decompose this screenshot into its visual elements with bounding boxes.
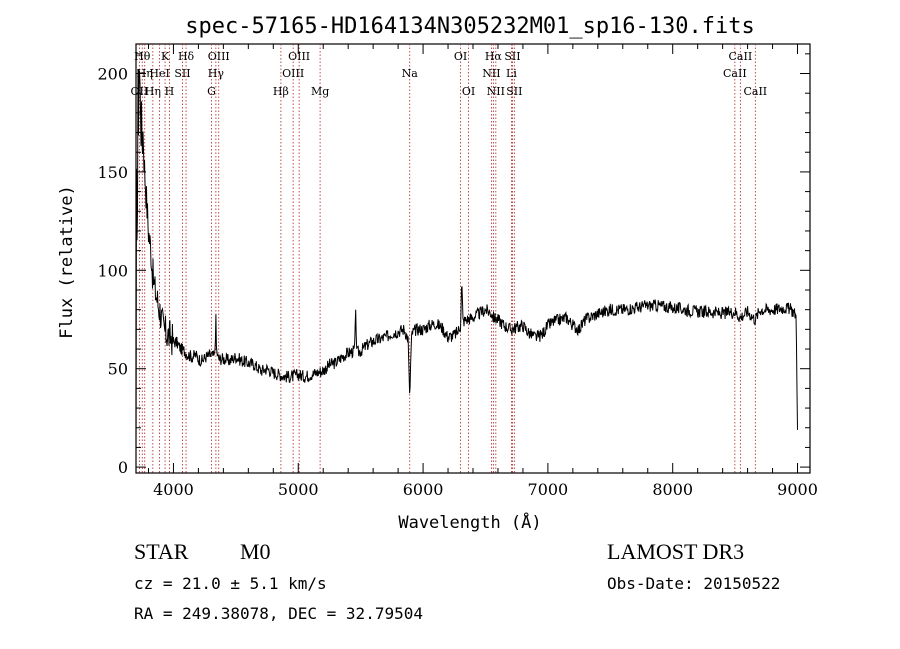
spectral-line-label: Na: [402, 67, 419, 80]
x-tick-label: 6000: [403, 480, 444, 499]
spectral-line-label: OII: [131, 85, 149, 98]
spectral-line-label: NII: [487, 85, 505, 98]
spectral-line-label: SII: [504, 50, 520, 63]
spectral-line-label: HeI: [149, 67, 169, 80]
spectral-line-label: NII: [482, 67, 500, 80]
y-tick-label: 100: [97, 261, 128, 280]
spectral-line-label: CaII: [743, 85, 767, 98]
object-class: STAR: [134, 539, 189, 564]
object-subclass: M0: [240, 539, 271, 564]
x-tick-label: 8000: [652, 480, 693, 499]
spectral-line-label: Hβ: [273, 85, 289, 98]
spectrum-series: [135, 68, 798, 454]
spectral-line-label: Li: [506, 67, 517, 80]
spectral-line-label: CaII: [729, 50, 753, 63]
spectral-line-label: Hδ: [178, 50, 195, 63]
y-tick-label: 150: [97, 163, 128, 182]
survey-name: LAMOST DR3: [607, 539, 745, 564]
spectral-line-label: G: [207, 85, 216, 98]
spectral-line-label: K: [161, 50, 170, 63]
x-tick-label: 4000: [153, 480, 194, 499]
x-axis-label: Wavelength (Å): [398, 511, 541, 533]
spectral-line-label: OIII: [208, 50, 230, 63]
spectral-line-label: OIII: [282, 67, 304, 80]
y-tick-label: 200: [97, 65, 128, 84]
spectral-line-label: SII: [506, 85, 522, 98]
x-tick-label: 7000: [528, 480, 569, 499]
x-tick-label: 9000: [777, 480, 818, 499]
spectral-line-label: OIII: [288, 50, 310, 63]
spectral-line-label: Hγ: [208, 67, 225, 80]
spectral-line-label: CaII: [723, 67, 747, 80]
plot-frame: [135, 43, 811, 474]
plot-border: [135, 43, 811, 474]
coordinates-readout: RA = 249.38078, DEC = 32.79504: [134, 604, 423, 623]
observation-date: Obs-Date: 20150522: [607, 574, 781, 593]
y-axis-label: Flux (relative): [57, 185, 77, 339]
chart-title: spec-57165-HD164134N305232M01_sp16-130.f…: [185, 14, 755, 39]
y-tick-label: 0: [118, 458, 128, 477]
spectral-line-label: Hη: [145, 85, 161, 98]
y-tick-label: 50: [108, 360, 128, 379]
redshift-readout: cz = 21.0 ± 5.1 km/s: [134, 574, 327, 593]
spectral-line-label: OI: [454, 50, 467, 63]
spectral-line-label: Hθ: [134, 50, 151, 63]
spectral-line-markers: [138, 44, 756, 473]
axis-ticks: 4000 5000 6000 7000 8000 9000 0 50 100 150 200: [97, 44, 818, 499]
spectral-line-label: OI: [462, 85, 475, 98]
spectral-line-label: H: [165, 85, 175, 98]
spectral-line-label: SII: [174, 67, 190, 80]
spectral-line-label: Hα: [485, 50, 503, 63]
spectral-line-label: Mg: [311, 85, 329, 98]
x-tick-label: 5000: [278, 480, 319, 499]
spectrum-line: [135, 68, 798, 454]
